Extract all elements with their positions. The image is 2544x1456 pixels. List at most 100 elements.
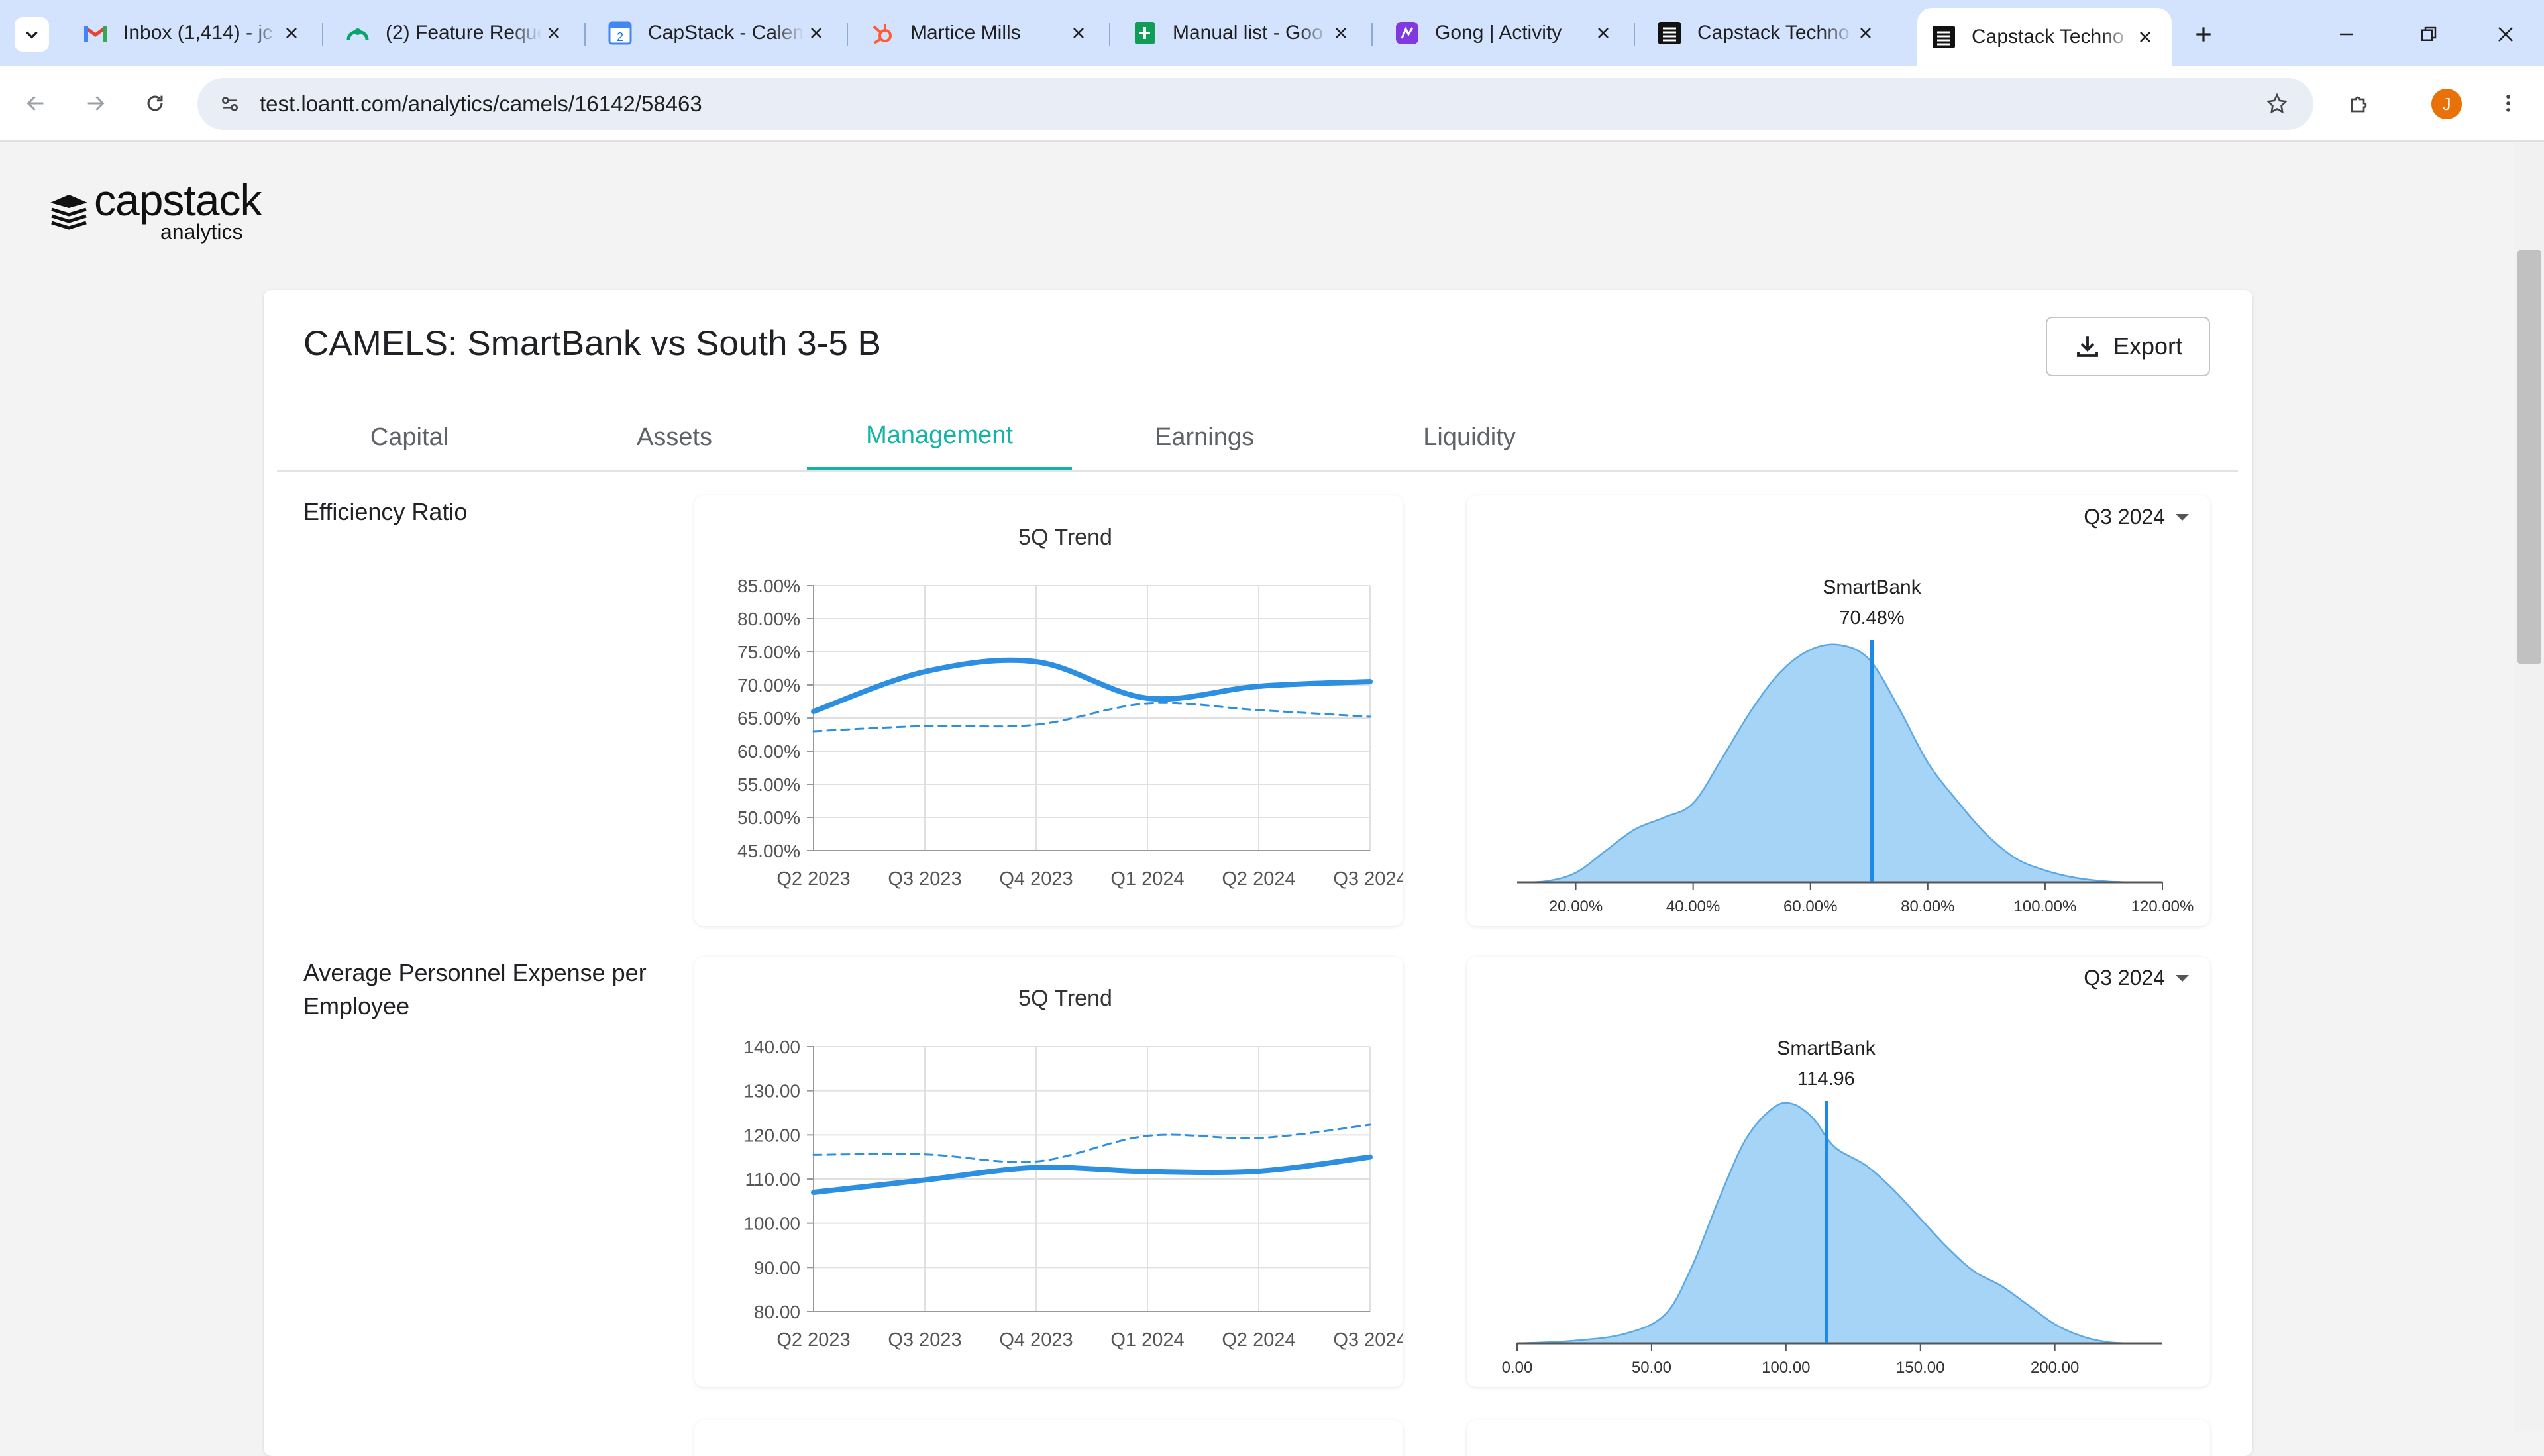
capstack-icon [1658, 21, 1681, 45]
tab-title: (2) Feature Reque [386, 22, 542, 44]
close-tab-icon[interactable] [542, 21, 566, 45]
profile-avatar[interactable]: J [2431, 89, 2462, 119]
tab-assets[interactable]: Assets [636, 423, 713, 451]
y-tick-label: 80.00% [737, 609, 800, 629]
x-tick-label: 120.00% [2131, 898, 2194, 915]
efficiency-distribution-chart: 20.00% 40.00% 60.00% 80.00% 100.00% 120.00% Sm… [1516, 576, 2194, 915]
camels-tabs: Capital Assets Management Earnings Liqui… [277, 404, 2238, 472]
close-tab-icon[interactable] [804, 21, 828, 45]
minimize-icon [2340, 33, 2353, 36]
browser-tab-capstack[interactable]: Capstack Techno [1643, 8, 1892, 58]
url-text[interactable]: test.loantt.com/analytics/camels/16142/5… [260, 91, 702, 116]
quarter-select-value: Q3 2024 [2084, 505, 2165, 529]
scrollbar-thumb[interactable] [2518, 250, 2541, 664]
bookmark-star-icon[interactable] [2260, 87, 2294, 121]
x-tick-label: 20.00% [1549, 898, 1603, 915]
tab-title: Capstack Techno [1972, 26, 2124, 48]
calendar-icon: 2 [608, 21, 632, 45]
y-tick-label: 120.00 [743, 1125, 800, 1145]
close-tab-icon[interactable] [1854, 21, 1878, 45]
x-tick-label: 100.00% [2014, 898, 2077, 915]
close-tab-icon[interactable] [280, 21, 303, 45]
address-bar[interactable]: test.loantt.com/analytics/camels/16142/5… [197, 78, 2313, 130]
browser-tab-feature-request[interactable]: (2) Feature Reque [331, 8, 580, 58]
chevron-down-icon [26, 31, 38, 39]
tab-separator [1371, 23, 1373, 46]
bank-marker-name: SmartBank [1777, 1037, 1876, 1059]
tab-capital[interactable]: Capital [370, 423, 449, 451]
export-label: Export [2113, 333, 2183, 360]
y-tick-label: 85.00% [737, 576, 800, 596]
minimize-button[interactable] [2329, 17, 2364, 52]
plus-icon [2196, 27, 2211, 42]
x-tick-label: 50.00 [1632, 1359, 1671, 1377]
close-tab-icon[interactable] [1329, 21, 1353, 45]
tab-separator [322, 23, 323, 46]
browser-tab-gong[interactable]: Gong | Activity [1381, 8, 1630, 58]
tab-liquidity[interactable]: Liquidity [1423, 423, 1516, 451]
new-tab-button[interactable] [2186, 17, 2221, 52]
close-tab-icon[interactable] [2133, 25, 2157, 49]
tab-separator [1109, 23, 1110, 46]
browser-tab-hubspot[interactable]: Martice Mills [856, 8, 1105, 58]
tab-title: Gong | Activity [1435, 22, 1562, 44]
site-info-icon[interactable] [213, 87, 246, 121]
bank-marker-value: 70.48% [1839, 607, 1904, 629]
x-tick-label: 60.00% [1783, 898, 1837, 915]
page-title: CAMELS: SmartBank vs South 3-5 B [303, 324, 881, 363]
distribution-outline [1516, 643, 2163, 884]
y-tick-label: 90.00 [754, 1257, 800, 1278]
close-window-button[interactable] [2488, 17, 2523, 52]
browser-menu-button[interactable] [2491, 86, 2525, 121]
y-tick-label: 65.00% [737, 708, 800, 729]
tab-search-button[interactable] [15, 17, 49, 52]
tab-separator [584, 23, 586, 46]
x-tick-label: Q3 2023 [888, 868, 961, 890]
y-tick-label: 70.00% [737, 675, 800, 696]
extensions-button[interactable] [2343, 86, 2377, 121]
x-tick-label: 150.00 [1896, 1359, 1944, 1377]
x-tick-label: 200.00 [2031, 1359, 2079, 1377]
trend-chart-title: 5Q Trend [1018, 525, 1112, 550]
reload-button[interactable] [138, 86, 172, 121]
arrow-right-icon [87, 95, 105, 111]
forward-button[interactable] [78, 86, 113, 121]
y-tick-label: 75.00% [737, 642, 800, 662]
gong-icon [1395, 21, 1419, 45]
logo-wordmark: capstack [94, 176, 262, 225]
close-tab-icon[interactable] [1067, 21, 1090, 45]
tab-earnings[interactable]: Earnings [1155, 423, 1254, 451]
quarter-select[interactable]: Q3 2024 [2084, 505, 2190, 529]
restore-button[interactable] [2412, 17, 2446, 52]
peer-series-line [812, 702, 1371, 733]
y-tick-label: 110.00 [745, 1169, 800, 1190]
bank-marker-value: 114.96 [1797, 1068, 1855, 1090]
close-tab-icon[interactable] [1591, 21, 1615, 45]
browser-tab-sheets[interactable]: Manual list - Goo [1118, 8, 1367, 58]
profile-initial: J [2442, 93, 2451, 114]
logo-subtitle: analytics [160, 220, 243, 244]
x-tick-label: Q4 2023 [999, 868, 1073, 890]
x-tick-label: 100.00 [1762, 1359, 1810, 1377]
tab-title: Manual list - Goo [1173, 22, 1323, 44]
close-icon [2498, 27, 2513, 42]
page-scrollbar[interactable] [2515, 142, 2544, 1431]
metric-label-personnel-expense: Average Personnel Expense per Employee [303, 959, 647, 1019]
peer-series-line [812, 1123, 1371, 1163]
distribution-chart-panel: Q3 2024 0.00 50.00 100.00 150.00 200.00 Smart… [1467, 957, 2210, 1387]
browser-tab-calendar[interactable]: 2 CapStack - Calen [594, 8, 843, 58]
quarter-select[interactable]: Q3 2024 [2084, 966, 2190, 990]
y-tick-label: 100.00 [743, 1214, 800, 1234]
sheets-icon [1133, 21, 1157, 45]
tab-management[interactable]: Management [807, 404, 1072, 470]
tab-title: CapStack - Calen [648, 22, 804, 44]
browser-tab-gmail[interactable]: Inbox (1,414) - jc [69, 8, 318, 58]
back-button[interactable] [19, 86, 53, 121]
bank-series-line [811, 657, 1373, 714]
gmail-icon [83, 21, 107, 45]
y-tick-label: 140.00 [743, 1037, 800, 1057]
export-button[interactable]: Export [2046, 317, 2210, 376]
bank-series-line [811, 1154, 1373, 1195]
browser-tab-capstack-active[interactable]: Capstack Techno [1917, 8, 2172, 66]
tab-separator [1634, 23, 1635, 46]
